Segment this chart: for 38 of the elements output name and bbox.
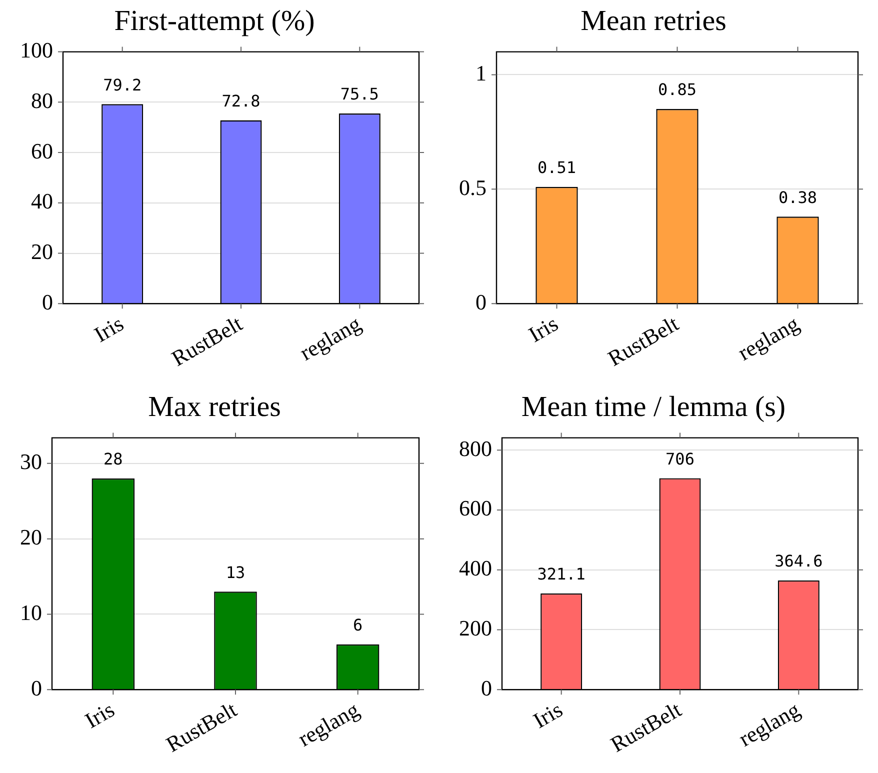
x-tick-label: Iris [528,696,567,734]
chart-title: Mean time / lemma (s) [521,391,786,424]
y-tick-label: 0 [481,675,492,700]
data-label: 364.6 [774,552,823,571]
data-label: 0.38 [778,188,818,207]
data-label: 75.5 [340,84,379,104]
data-label: 321.1 [537,564,586,584]
y-tick-label: 20 [31,239,53,264]
y-tick-label: 10 [20,600,42,626]
y-tick-label: 0 [476,289,486,314]
chart-title: First-attempt (%) [114,5,315,38]
y-tick-label: 40 [31,188,53,214]
x-tick-label: Iris [90,310,128,348]
y-tick-label: 200 [459,616,492,641]
data-label: 6 [353,616,363,635]
y-tick-label: 800 [459,436,492,461]
data-label: 706 [666,449,694,468]
y-tick-label: 100 [20,38,53,63]
y-tick-label: 80 [31,88,53,113]
data-label: 0.51 [537,158,576,178]
chart-title: Mean retries [580,5,726,38]
data-label: 0.85 [658,80,697,100]
data-label: 13 [226,562,246,582]
y-tick-label: 1 [476,60,486,86]
y-tick-label: 30 [20,449,42,474]
y-tick-label: 0 [31,675,42,700]
y-tick-label: 20 [20,524,42,550]
x-tick-label: Iris [524,310,562,348]
y-tick-label: 0 [42,289,53,314]
x-tick-label: Iris [80,696,119,734]
data-label: 72.8 [222,91,260,110]
y-tick-label: 0.5 [459,174,486,200]
y-tick-label: 600 [459,496,492,521]
data-label: 79.2 [103,75,142,94]
y-tick-label: 400 [459,556,492,581]
y-tick-label: 60 [31,138,53,164]
data-label: 28 [104,450,123,469]
chart-title: Max retries [148,391,281,424]
